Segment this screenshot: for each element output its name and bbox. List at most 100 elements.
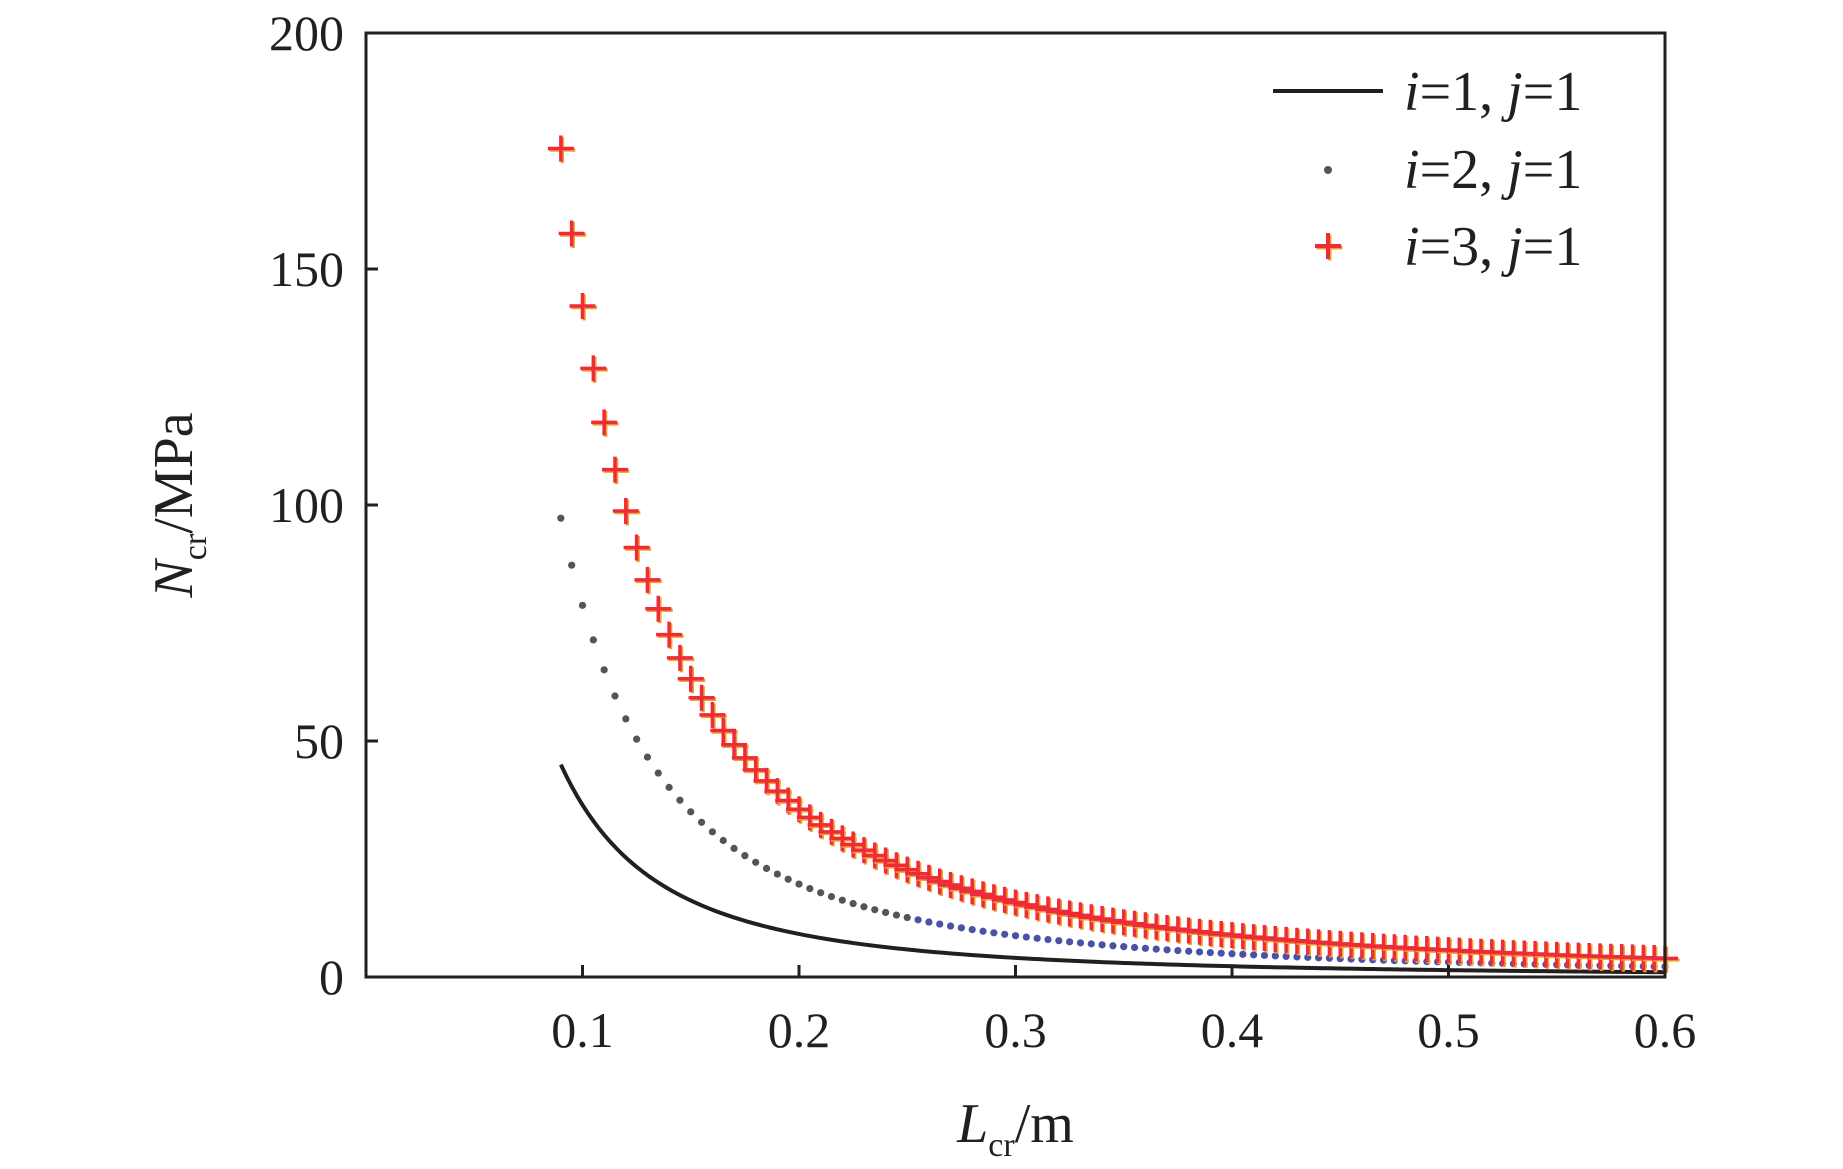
- series-2-point: [1011, 932, 1020, 940]
- series-2-point: [1174, 946, 1182, 955]
- series-2-point: [622, 715, 630, 723]
- series-3-point-mark: [850, 837, 877, 864]
- series-1-line: [559, 763, 1666, 975]
- series-2-point: [643, 753, 652, 761]
- series-2-point: [990, 929, 998, 937]
- series-2-point: [1087, 940, 1095, 948]
- series-3-point: [699, 701, 727, 730]
- legend-label-3: i=3, j=1: [1404, 216, 1582, 278]
- y-axis-label-sub: cr: [177, 533, 214, 560]
- series-3-point-mark: [959, 878, 986, 905]
- series-2-point: [633, 735, 641, 743]
- series-3-point: [861, 842, 890, 870]
- x-tick-label: 0.1: [551, 1002, 614, 1058]
- series-3-point-mark: [883, 852, 910, 879]
- series-3-point-mark: [926, 868, 953, 895]
- series-3-point-mark: [915, 864, 942, 891]
- series-2-point: [1185, 947, 1193, 955]
- y-axis-label-main: N: [143, 558, 205, 599]
- y-tick-label: 150: [269, 241, 344, 297]
- series-2-point: [957, 924, 965, 932]
- series-2-point: [903, 913, 911, 922]
- series-3-point-mark: [710, 717, 737, 744]
- series-2-point: [568, 561, 576, 569]
- series-3-point-mark: [721, 731, 748, 758]
- legend-label-1: i=1, j=1: [1404, 61, 1582, 123]
- series-2-point: [1055, 937, 1063, 945]
- series-3-point-mark: [591, 409, 618, 436]
- series-2-point: [773, 870, 781, 878]
- y-tick-label: 0: [319, 949, 344, 1005]
- series-3-point: [601, 456, 630, 485]
- series-3-point-mark: [558, 220, 585, 247]
- x-axis-label-main: L: [956, 1093, 988, 1155]
- series-3-point: [645, 595, 673, 624]
- series-2-point: [730, 844, 738, 853]
- series-line: [559, 763, 1666, 975]
- series-2-point: [784, 875, 792, 883]
- series-3-point-mark: [731, 744, 758, 771]
- series-3-point-mark: [970, 881, 997, 908]
- tick-layer: 0.1 0.2 0.3 0.4 0.5 0.6 0 50 100 150 200: [269, 5, 1696, 1058]
- series-2-point: [968, 925, 976, 934]
- series-3-point: [591, 409, 619, 437]
- y-tick-label: 100: [269, 477, 344, 533]
- series-2-point: [795, 880, 803, 888]
- series-2-point: [589, 636, 597, 644]
- x-tick-label: 0.3: [984, 1002, 1047, 1058]
- series-2-point: [1098, 941, 1106, 949]
- series-2-point: [719, 836, 727, 845]
- legend-entry-1: i=1, j=1: [1273, 61, 1582, 123]
- series-2-point: [1120, 943, 1128, 951]
- series-2-point: [1022, 933, 1030, 941]
- series-2-point: [687, 808, 695, 816]
- series-2-point: [752, 858, 760, 866]
- series-2-point: [676, 796, 684, 804]
- series-3-point: [850, 837, 879, 865]
- series-3-point-mark: [645, 595, 672, 622]
- series-2-point: [1217, 949, 1225, 957]
- x-tick-label: 0.6: [1634, 1002, 1697, 1058]
- series-2-point: [860, 903, 868, 911]
- series-2-point: [1033, 934, 1041, 942]
- series-2-point: [1195, 948, 1204, 956]
- series-2-point: [762, 864, 771, 873]
- series-3-point: [688, 684, 717, 713]
- y-axis-label: Ncr/MPa: [143, 412, 214, 598]
- series-3-point: [558, 220, 587, 248]
- series-2-point: [827, 892, 836, 901]
- x-tick-label: 0.2: [768, 1002, 831, 1058]
- x-axis-label-sub: cr: [988, 1127, 1015, 1164]
- series-3-point: [656, 621, 684, 650]
- series-3-point: [569, 292, 597, 321]
- x-axis-label-unit: /m: [1015, 1093, 1074, 1155]
- x-axis-label: Lcr/m: [956, 1093, 1074, 1164]
- series-2-point: [892, 911, 901, 919]
- series-3-point-mark: [991, 886, 1018, 913]
- series-2-point: [817, 889, 825, 897]
- series-3-point-mark: [666, 644, 693, 671]
- series-2-point: [882, 908, 890, 917]
- series-3-point: [677, 665, 706, 694]
- y-axis-label-unit: /MPa: [143, 412, 205, 533]
- series-3-point-mark: [937, 871, 964, 898]
- series-3-point: [634, 566, 662, 595]
- series-3-point-mark: [1002, 889, 1029, 916]
- y-tick-label: 50: [294, 713, 344, 769]
- series-2-point: [557, 514, 565, 522]
- series-2-point: [1001, 930, 1009, 938]
- series-3-point-mark: [699, 701, 726, 728]
- series-3-point-mark: [861, 842, 888, 869]
- series-2-point: [1066, 938, 1074, 946]
- series-2-point: [1076, 939, 1085, 947]
- legend-entry-3: i=3, j=1: [1315, 216, 1582, 278]
- series-3-point: [623, 534, 652, 563]
- series-2-point: [1163, 946, 1171, 954]
- legend-plus-marker-top: [1315, 233, 1341, 259]
- series-3-point-mark: [1034, 896, 1061, 923]
- series-3-point-mark: [905, 860, 932, 887]
- series-3-point-mark: [688, 684, 715, 711]
- series-3-point: [612, 497, 641, 526]
- series-3-point-mark: [569, 292, 596, 319]
